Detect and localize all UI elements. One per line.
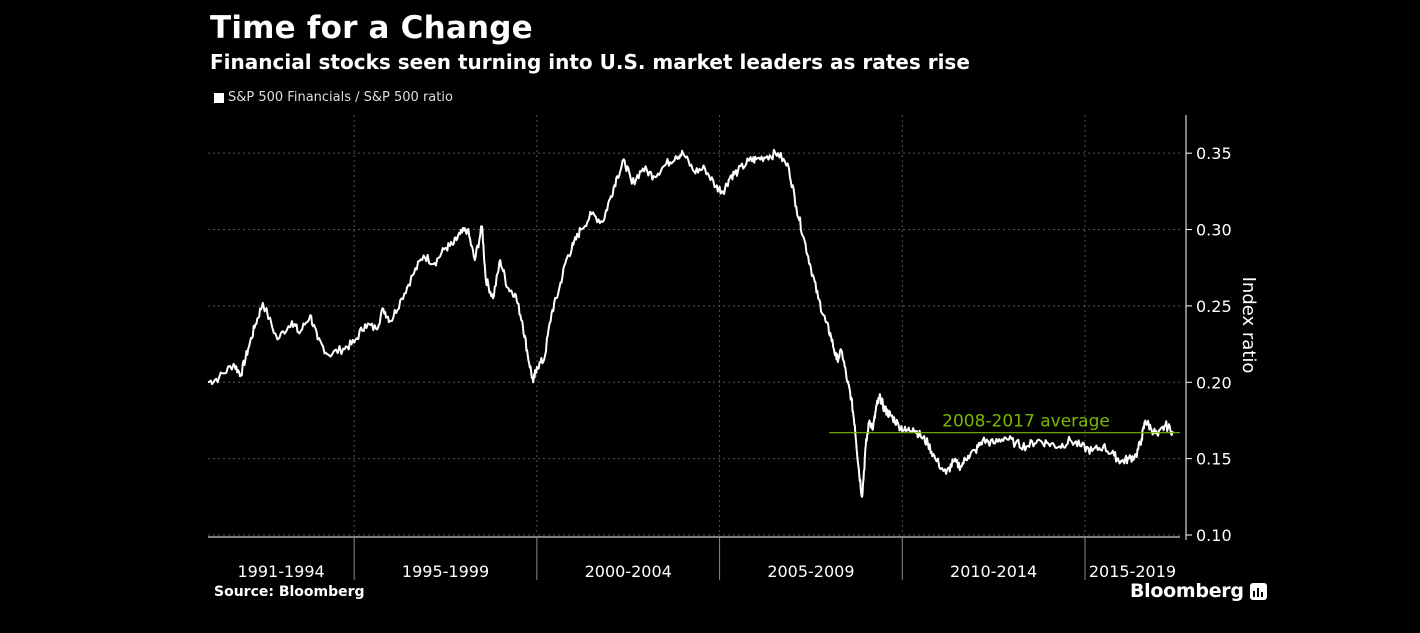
source-note: Source: Bloomberg [214,584,365,600]
annotation-layer: 2008-2017 average [829,412,1180,434]
x-period-label: 1991-1994 [237,562,324,581]
series-layer [207,148,1174,498]
brand-logo: Bloomberg [1130,580,1267,602]
y-tick-label: 0.25 [1196,297,1232,316]
x-period-label: 2005-2009 [767,562,854,581]
legend-swatch [214,92,224,103]
x-period-label: 2000-2004 [585,562,672,581]
y-tick-label: 0.35 [1196,144,1232,163]
x-period-label: 2015-2019 [1089,562,1176,581]
x-period-label: 2010-2014 [950,562,1037,581]
chart-subtitle: Financial stocks seen turning into U.S. … [210,50,970,74]
y-axis-title: Index ratio [1238,277,1259,374]
axis-layer: 0.10 0.15 0.20 0.25 0.30 0.35 Index ratio 1991-… [208,115,1259,581]
x-period-label: 1995-1999 [402,562,489,581]
y-tick-label: 0.30 [1196,221,1232,240]
chart-title: Time for a Change [210,10,533,46]
series-line [207,148,1174,498]
y-tick-label: 0.20 [1196,373,1232,392]
y-tick-label: 0.10 [1196,526,1232,545]
legend: S&P 500 Financials / S&P 500 ratio [214,90,453,105]
brand-name: Bloomberg [1130,580,1244,602]
legend-label: S&P 500 Financials / S&P 500 ratio [228,90,453,105]
average-label: 2008-2017 average [942,412,1110,432]
y-tick-label: 0.15 [1196,450,1232,469]
bloomberg-chart-icon [1249,582,1267,600]
grid-layer [208,115,1180,536]
